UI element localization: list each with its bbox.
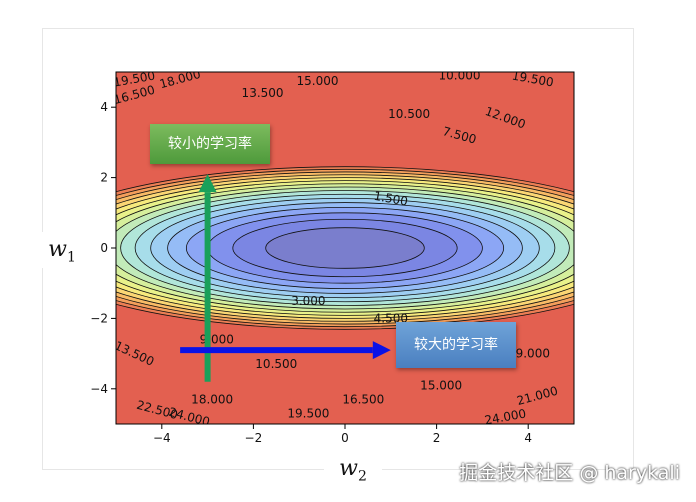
contour-line	[232, 218, 458, 278]
contour-line	[265, 227, 425, 269]
contour-label: 1.500	[373, 189, 409, 209]
large-learning-rate-callout: 较大的学习率	[396, 322, 516, 368]
x-tick-label: 2	[433, 431, 441, 445]
contour-label: 19.500	[287, 406, 329, 420]
tick-layer: −4 −2 0 2 4 −4 −2 0 2 4	[90, 100, 532, 445]
contour-line	[116, 171, 574, 325]
contour-line	[167, 202, 523, 294]
small-learning-rate-callout: 较小的学习率	[150, 124, 270, 164]
arrow-layer	[180, 174, 391, 382]
contour-line	[116, 177, 574, 319]
y-tick-label: 0	[100, 241, 108, 255]
contour-label-group: 18.000	[191, 392, 233, 406]
contour-label-group: 4.500	[374, 311, 408, 325]
x-axis-variable: w2	[324, 452, 382, 486]
contour-line	[116, 166, 574, 330]
contour-label-group: 19.500	[287, 406, 329, 420]
contour-label: 10.000	[439, 69, 481, 83]
y-axis-variable: w1	[38, 232, 86, 268]
y-tick-label: −4	[90, 382, 108, 396]
contour-fill-band	[265, 227, 425, 269]
x-tick-label: 0	[341, 431, 349, 445]
x-tick-label: −2	[245, 431, 263, 445]
contour-label-group: 24.000	[483, 406, 527, 427]
contour-line	[150, 197, 540, 299]
contour-line	[116, 183, 574, 313]
contour-fill-layer	[116, 72, 574, 424]
contour-label-group: 10.000	[439, 69, 481, 83]
y-tick-label: 4	[100, 100, 108, 114]
small-lr-arrow-head	[198, 174, 217, 193]
contour-label-group: 15.000	[297, 74, 339, 88]
large-lr-arrow-head	[372, 341, 391, 360]
contour-label-group: 10.500	[255, 357, 297, 371]
contour-line	[116, 174, 574, 322]
contour-label-group: 1.500	[373, 189, 409, 209]
contour-line	[134, 193, 556, 303]
contour-label: 15.000	[297, 74, 339, 88]
contour-label: 13.500	[242, 86, 284, 100]
contour-line	[185, 206, 505, 290]
contour-label-group: 3.000	[291, 294, 325, 308]
contour-label: 4.500	[374, 311, 408, 325]
contour-line	[116, 168, 574, 328]
contour-label-group: 15.000	[420, 378, 462, 392]
contour-label: 24.000	[483, 406, 527, 427]
contour-line	[116, 186, 574, 310]
contour-label-group: 13.500	[242, 86, 284, 100]
x-tick-label: −4	[153, 431, 171, 445]
contour-label-group: 9.000	[516, 347, 550, 361]
contour-label-group: 10.500	[388, 107, 430, 121]
contour-label: 18.000	[191, 392, 233, 406]
contour-label-group: 16.500	[342, 392, 384, 406]
contour-line-layer	[116, 166, 574, 330]
watermark: 掘金技术社区 @ harykali	[459, 462, 680, 484]
contour-label: 10.500	[255, 357, 297, 371]
contour-label: 10.500	[388, 107, 430, 121]
contour-label: 3.000	[291, 294, 325, 308]
contour-label: 15.000	[420, 378, 462, 392]
contour-label: 9.000	[516, 347, 550, 361]
contour-line	[120, 190, 570, 306]
contour-label: 16.500	[342, 392, 384, 406]
y-tick-label: −2	[90, 311, 108, 325]
x-tick-label: 4	[524, 431, 532, 445]
contour-line	[116, 180, 574, 316]
y-tick-label: 2	[100, 171, 108, 185]
